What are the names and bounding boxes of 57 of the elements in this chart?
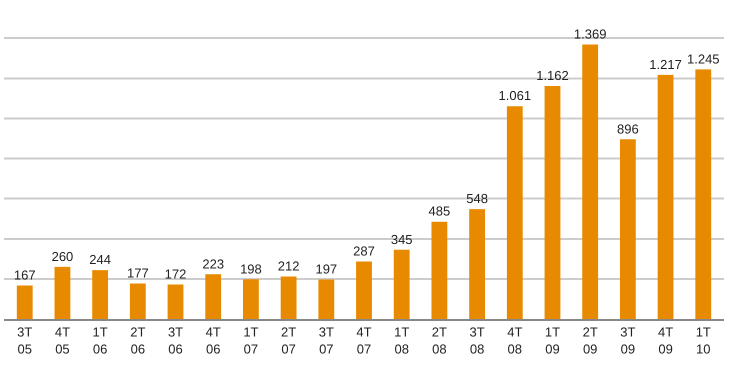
data-label: 287: [353, 243, 375, 258]
data-label: 244: [89, 252, 111, 268]
x-tick-label: 4T 05: [54, 324, 70, 356]
data-label: 197: [315, 261, 338, 276]
bar: [394, 250, 410, 319]
x-tick-label: 3T 06: [168, 324, 184, 356]
data-label: 198: [240, 261, 262, 276]
x-tick-label: 3T 09: [620, 324, 636, 356]
data-label: 896: [617, 121, 639, 136]
data-label: 223: [202, 256, 224, 272]
bar: [356, 261, 372, 319]
x-tick-label: 4T 08: [507, 324, 522, 356]
data-label: 212: [278, 258, 300, 274]
bar: [695, 69, 712, 319]
data-label: 485: [428, 204, 450, 219]
x-tick-label: 4T 06: [206, 324, 221, 356]
x-tick-label: 1T 10: [696, 324, 711, 356]
data-label: 167: [14, 268, 36, 283]
data-label: 260: [52, 248, 74, 264]
bar: [620, 139, 636, 319]
data-label: 1.061: [498, 88, 532, 104]
x-tick-label: 2T 06: [130, 324, 146, 356]
x-tick-label: 3T 08: [470, 324, 485, 356]
bar: [318, 279, 334, 319]
x-tick-label: 3T 05: [17, 324, 32, 356]
data-label: 548: [466, 191, 488, 206]
x-tick-label: 4T 07: [356, 324, 372, 356]
data-label: 1.162: [536, 68, 569, 83]
x-tick-label: 1T 07: [243, 324, 259, 356]
data-label: 172: [164, 266, 186, 282]
bar: [658, 74, 674, 319]
x-tick-label: 2T 08: [432, 324, 448, 356]
bar: [130, 284, 146, 319]
bar: [92, 270, 108, 319]
bar: [54, 266, 70, 319]
bar: [280, 276, 297, 319]
bar: [582, 44, 598, 319]
bar: [242, 279, 259, 319]
x-tick-label: 1T 08: [394, 324, 410, 356]
x-tick-label: 1T 06: [92, 324, 108, 356]
bar: [168, 284, 184, 319]
x-tick-label: 3T 07: [318, 324, 334, 356]
data-label: 1.217: [649, 56, 682, 72]
bar: [431, 222, 448, 319]
x-tick-label: 4T 09: [658, 324, 674, 356]
bar: [544, 86, 560, 319]
data-label: 1.245: [686, 51, 720, 66]
x-tick-label: 2T 07: [281, 324, 296, 356]
data-label: 345: [390, 232, 413, 247]
bar: [469, 209, 486, 319]
bar: [506, 106, 523, 319]
x-tick-label: 2T 09: [582, 324, 598, 356]
bar: [16, 286, 33, 319]
data-label: 1.369: [574, 26, 606, 42]
x-tick-label: 1T 09: [544, 324, 560, 356]
bar: [205, 274, 222, 319]
data-label: 177: [126, 266, 149, 280]
